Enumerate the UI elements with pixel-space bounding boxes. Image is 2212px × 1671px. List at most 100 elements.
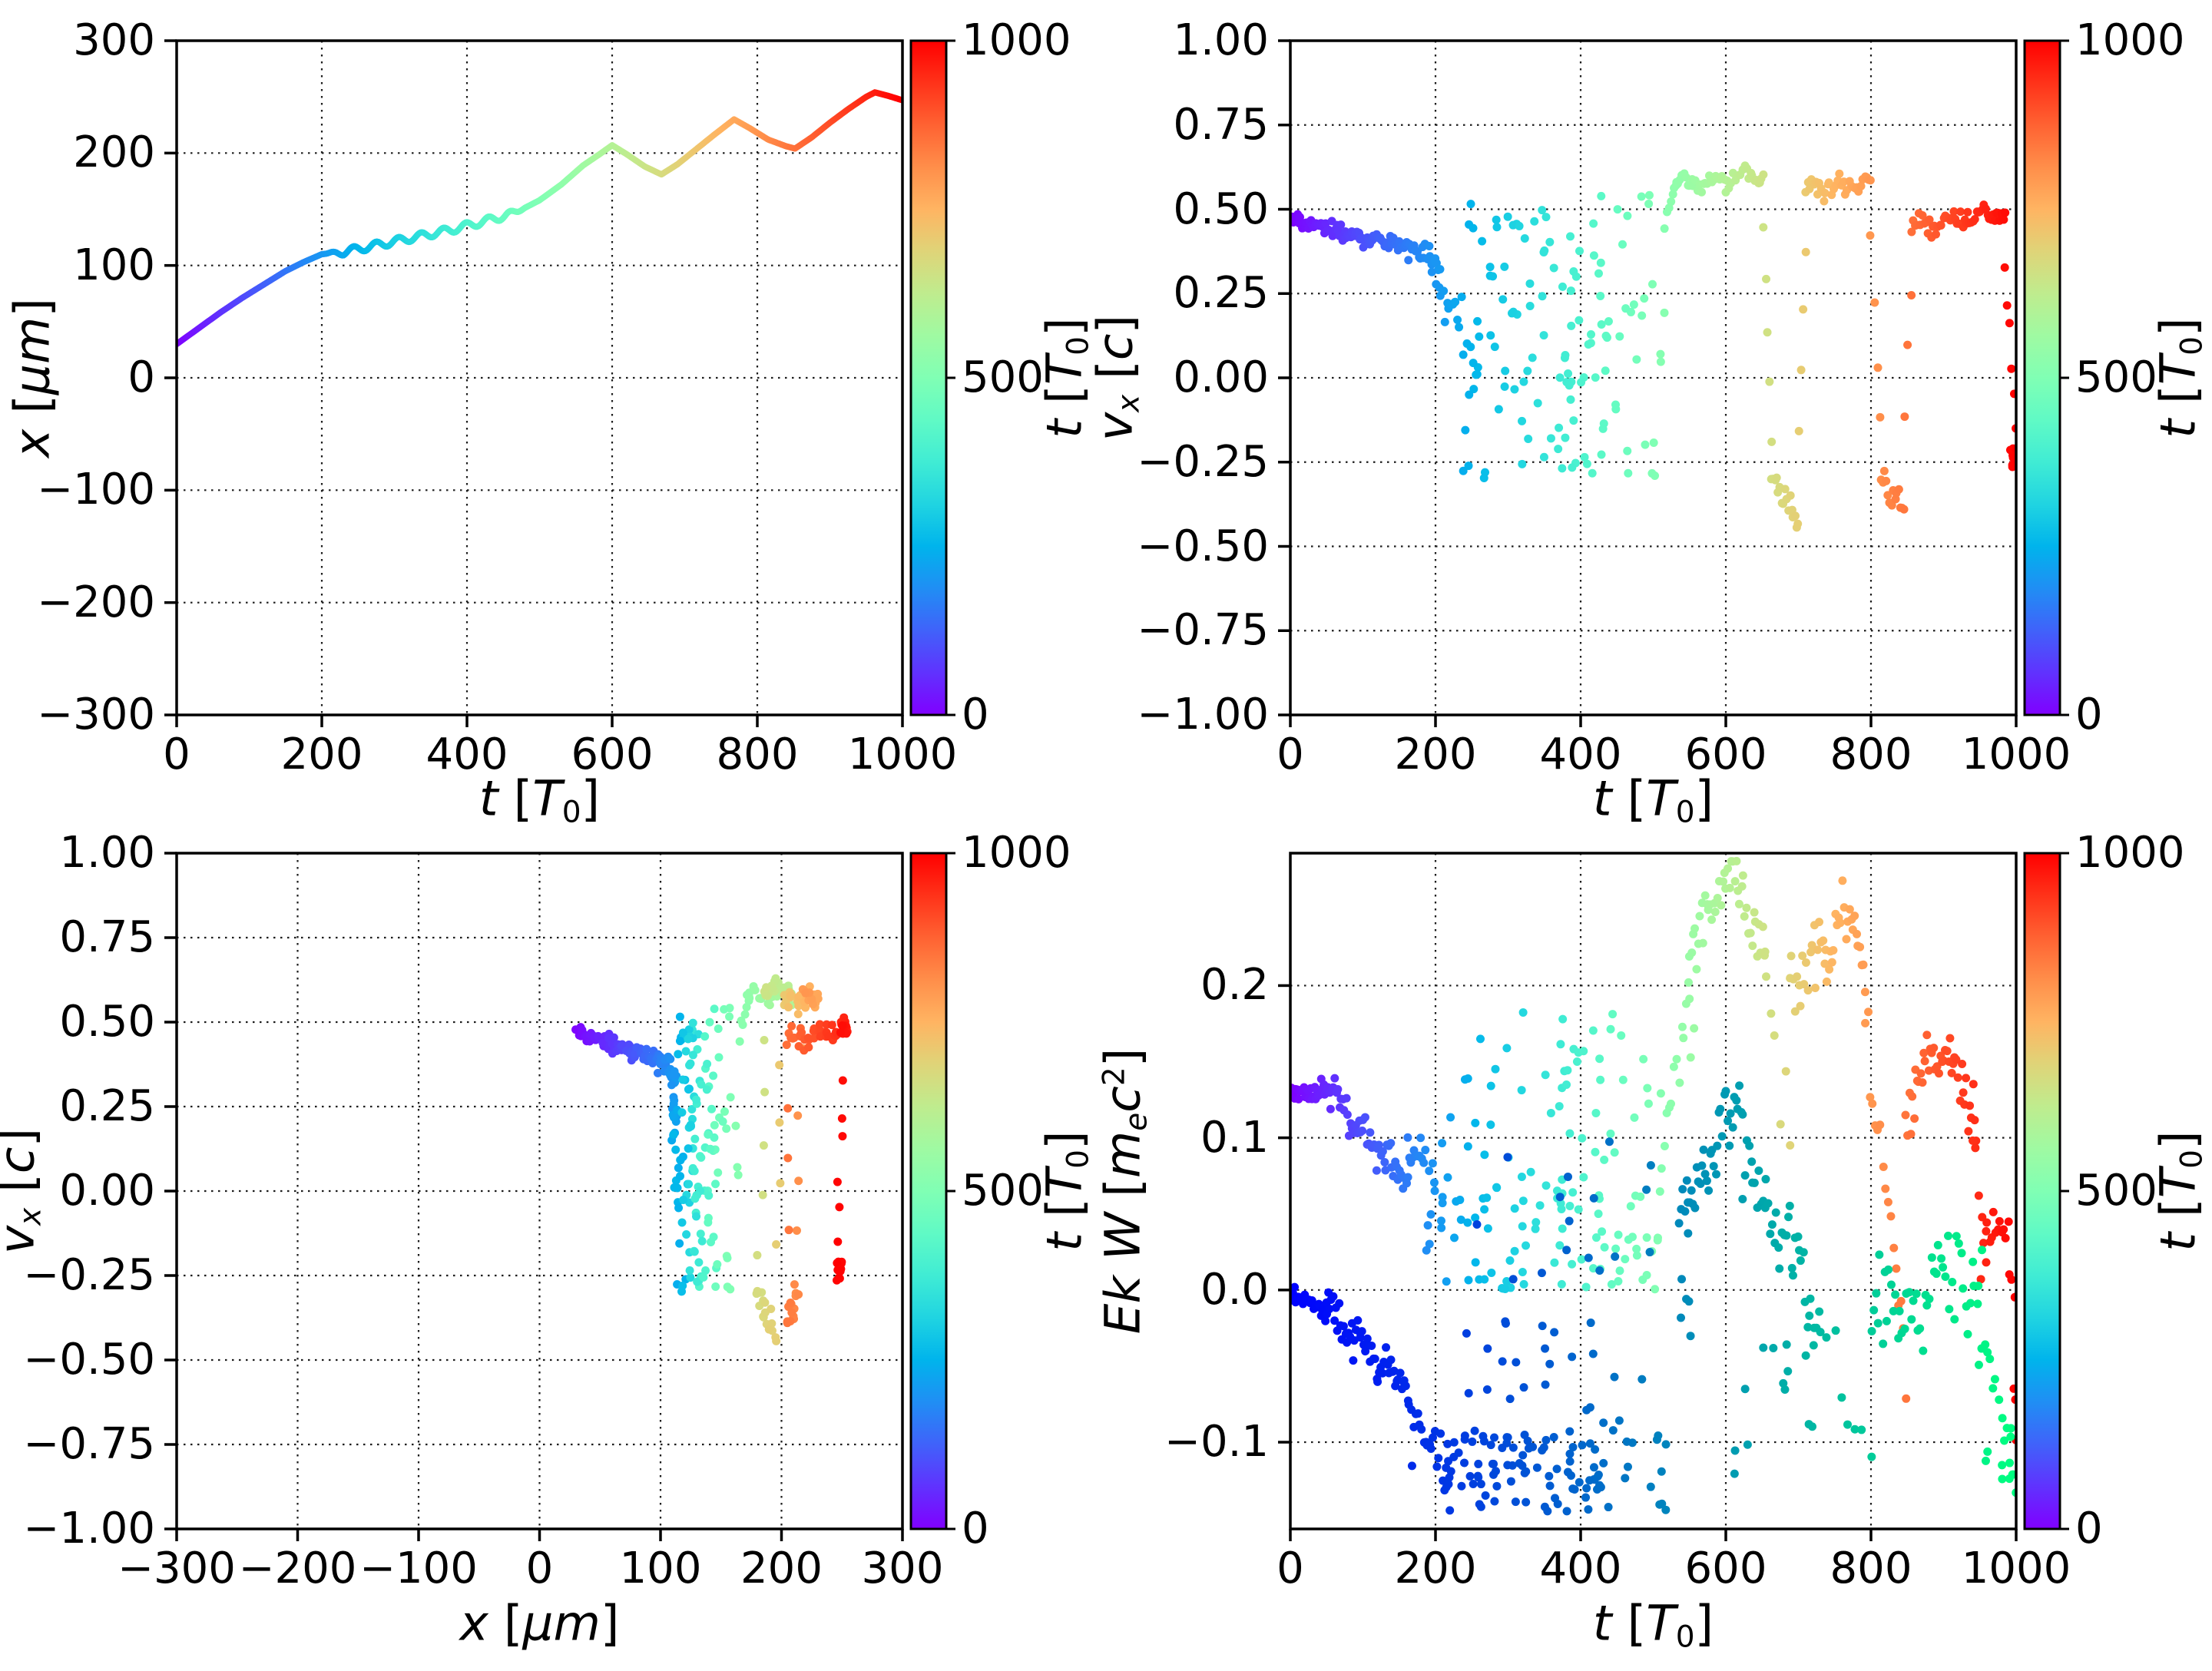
scatter-point [1490, 1497, 1499, 1506]
scatter-point [765, 1001, 774, 1010]
scatter-point [1737, 882, 1747, 891]
scatter-point [1498, 1443, 1507, 1452]
scatter-point [1654, 1431, 1663, 1441]
scatter-point [1763, 1199, 1773, 1208]
scatter-point [686, 1059, 695, 1068]
scatter-point [1594, 1209, 1603, 1219]
scatter-point [1645, 1248, 1654, 1257]
scatter-point [1568, 1484, 1578, 1494]
scatter-point [1748, 941, 1757, 951]
scatter-point [1538, 1322, 1547, 1331]
scatter-point [1681, 1206, 1690, 1216]
scatter-point [1561, 350, 1570, 359]
scatter-point [710, 1120, 719, 1130]
scatter-point [1710, 907, 1720, 916]
y-tick-label: 0.25 [1173, 268, 1269, 319]
x-tick-label: 800 [1830, 730, 1912, 779]
scatter-point [1407, 1461, 1416, 1471]
scatter-point [1440, 317, 1449, 326]
scatter-point [1460, 1434, 1469, 1444]
scatter-point [1370, 1355, 1379, 1364]
y-tick-label: −0.75 [1137, 605, 1269, 656]
scatter-point [1487, 1269, 1496, 1278]
scatter-point [1747, 1157, 1757, 1166]
scatter-point [1746, 928, 1755, 938]
scatter-point [775, 1118, 784, 1127]
scatter-point [1519, 377, 1528, 386]
colorbar-tick-label: 0 [2075, 1504, 2103, 1554]
scatter-point [1404, 256, 1413, 265]
scatter-point [1794, 426, 1803, 435]
scatter-point [1713, 894, 1722, 903]
scatter-point [1900, 412, 1909, 422]
x-tick-label: 200 [740, 1544, 823, 1593]
scatter-point [1933, 1240, 1942, 1249]
scatter-point [1595, 1054, 1604, 1064]
scatter-point [2004, 1217, 2013, 1226]
scatter-point [1555, 1193, 1565, 1202]
scatter-point [1565, 1427, 1575, 1436]
panel-energy-vs-t [1278, 852, 2069, 1541]
scatter-point [1678, 1185, 1687, 1194]
scatter-point [1511, 1497, 1520, 1507]
scatter-point [688, 1018, 697, 1027]
scatter-point [704, 1130, 713, 1139]
x-tick-label: 0 [1277, 730, 1304, 779]
scatter-point [1568, 1259, 1577, 1269]
scatter-point [1629, 300, 1638, 309]
scatter-point [1471, 1213, 1480, 1223]
scatter-point [1575, 316, 1584, 325]
scatter-point [1891, 1290, 1900, 1299]
scatter-point [1762, 274, 1771, 283]
scatter-point [677, 1108, 687, 1117]
scatter-point [2007, 364, 2016, 373]
scatter-point [1425, 242, 1434, 251]
colorbar [2023, 39, 2061, 716]
scatter-point [1339, 1322, 1348, 1331]
scatter-point [1657, 1164, 1666, 1173]
scatter-point [1734, 899, 1743, 908]
scatter-point [1413, 1409, 1422, 1418]
scatter-point [1503, 1461, 1512, 1470]
scatter-point [686, 1273, 695, 1282]
scatter-point [783, 1319, 792, 1328]
scatter-point [783, 1153, 793, 1163]
y-tick-label: 0.75 [1173, 99, 1269, 150]
x-tick-label: 200 [1394, 1544, 1477, 1593]
scatter-point [1492, 223, 1502, 232]
scatter-point [1589, 251, 1598, 260]
scatter-point [675, 1239, 684, 1248]
scatter-point [1647, 468, 1657, 478]
scatter-point [1598, 1227, 1607, 1236]
scatter-point [1502, 1277, 1512, 1286]
scatter-point [1486, 1120, 1495, 1130]
scatter-point [1866, 176, 1875, 185]
x-axis-label-x-vs-t: t [T0] [478, 770, 601, 830]
scatter-point [1970, 1116, 1979, 1125]
scatter-point [676, 1156, 685, 1165]
scatter-point [1982, 1258, 1991, 1267]
scatter-point [702, 1085, 711, 1094]
scatter-point [1325, 1305, 1334, 1314]
scatter-point [1528, 353, 1537, 362]
scatter-point [1970, 214, 1979, 223]
scatter-point [1953, 1073, 1962, 1082]
scatter-point [1883, 1197, 1892, 1206]
scatter-point [1866, 1093, 1875, 1102]
scatter-point [1526, 1167, 1535, 1176]
scatter-point [1460, 1458, 1469, 1468]
scatter-point [1819, 936, 1828, 945]
scatter-point [1932, 230, 1941, 239]
x-tick-label: 1000 [847, 730, 958, 779]
scatter-point [1632, 1251, 1641, 1260]
scatter-point [1464, 1276, 1473, 1285]
scatter-point [1591, 1233, 1601, 1242]
scatter-point [1886, 1212, 1896, 1221]
scatter-point [1503, 1153, 1512, 1162]
scatter-point [762, 983, 771, 992]
scatter-point [1463, 1218, 1472, 1227]
scatter-point [1478, 237, 1487, 246]
scatter-point [1426, 1444, 1435, 1453]
scatter-point [1767, 1220, 1777, 1229]
scatter-point [1985, 1355, 1995, 1364]
